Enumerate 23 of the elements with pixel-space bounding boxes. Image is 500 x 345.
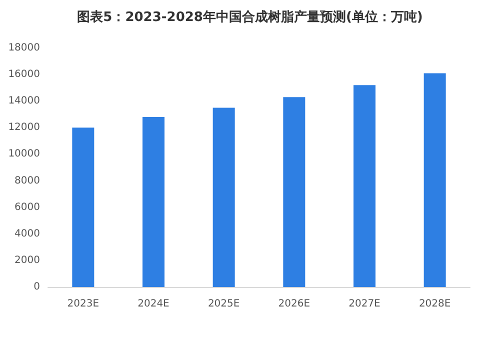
y-tick-label: 16000 (8, 69, 40, 80)
x-tick-label: 2028E (418, 298, 451, 310)
y-tick-label: 0 (34, 282, 40, 292)
x-tick-label: 2023E (67, 298, 100, 310)
bar (283, 97, 306, 287)
y-tick-label: 6000 (14, 202, 40, 213)
bar (72, 128, 94, 287)
y-tick-label: 8000 (14, 175, 40, 186)
bar (424, 73, 446, 287)
y-tick-label: 14000 (8, 96, 40, 107)
x-tick-label: 2025E (208, 298, 240, 310)
x-tick-label: 2027E (348, 298, 380, 310)
y-tick-label: 10000 (8, 148, 40, 160)
y-tick-label: 4000 (14, 228, 40, 240)
x-tick-label: 2024E (138, 298, 170, 310)
x-tick-label: 2026E (278, 298, 310, 310)
y-tick-label: 12000 (8, 122, 40, 134)
chart-title: 图表5：2023-2028年中国合成树脂产量预测(单位：万吨) (77, 9, 423, 25)
bar (142, 117, 164, 287)
bar (212, 108, 235, 287)
bar (354, 85, 376, 287)
y-tick-label: 18000 (8, 42, 40, 54)
y-tick-label: 2000 (14, 254, 40, 266)
